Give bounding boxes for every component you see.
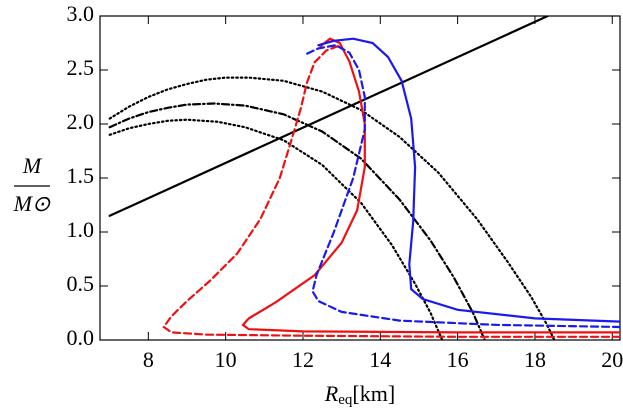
x-axis-label: Req[km] xyxy=(324,381,395,408)
x-tick-label: 18 xyxy=(524,347,546,372)
curve xyxy=(108,118,444,340)
x-label-symbol: R xyxy=(324,381,339,406)
x-tick-label: 16 xyxy=(447,347,469,372)
y-axis-label: M M⊙ xyxy=(13,153,51,216)
y-label-numerator: M xyxy=(22,153,43,178)
x-label-unit: [km] xyxy=(352,381,395,406)
x-label-subscript: eq xyxy=(338,392,353,408)
curve xyxy=(317,37,620,323)
x-tick-label: 12 xyxy=(292,347,314,372)
x-tick-label: 10 xyxy=(215,347,237,372)
curve xyxy=(305,44,620,329)
y-tick-label: 2.0 xyxy=(67,109,95,134)
y-tick-label: 1.5 xyxy=(67,163,95,188)
x-tick-label: 8 xyxy=(143,347,154,372)
plot-frame xyxy=(99,15,621,341)
y-tick-label: 3.0 xyxy=(67,1,95,26)
curve xyxy=(241,37,620,334)
curve xyxy=(108,102,486,340)
curve xyxy=(108,16,549,217)
curve xyxy=(162,45,620,338)
y-tick-label: 0.0 xyxy=(67,325,95,350)
y-label-denominator: M⊙ xyxy=(13,191,51,216)
y-tick-label: 1.0 xyxy=(67,217,95,242)
y-tick-label: 2.5 xyxy=(67,55,95,80)
curve xyxy=(108,76,556,340)
y-tick-label: 0.5 xyxy=(67,271,95,296)
x-tick-label: 20 xyxy=(601,347,623,372)
x-tick-label: 14 xyxy=(369,347,391,372)
